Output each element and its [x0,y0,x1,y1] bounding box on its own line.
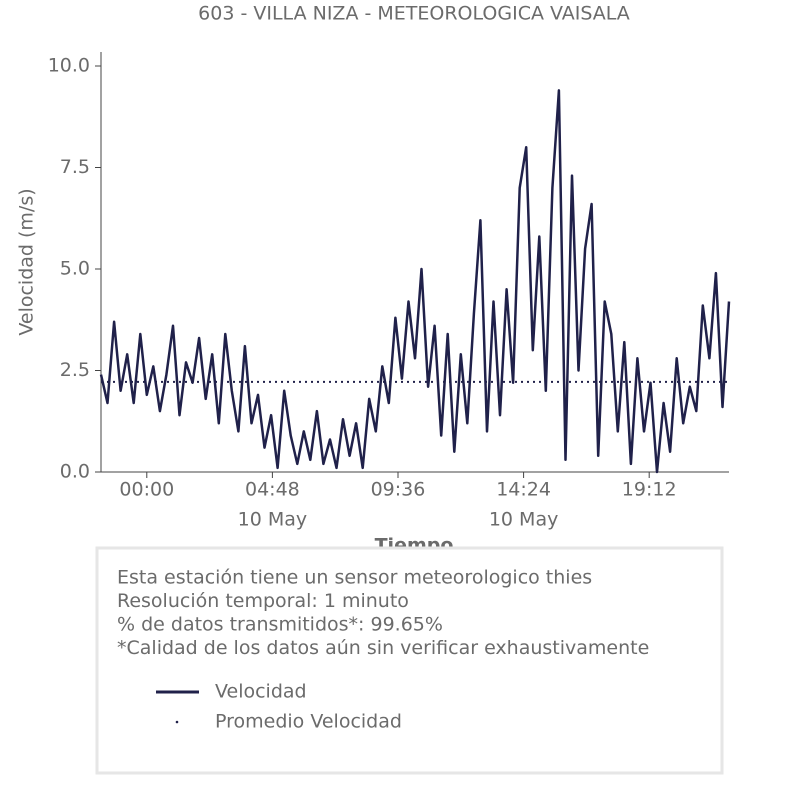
data-line [99,89,731,474]
legend-label: Promedio Velocidad [215,711,402,733]
info-box [95,546,724,775]
y-tick-label: 0.0 [60,461,90,483]
x-tick-label: 19:12 [622,479,677,501]
y-tick-label: 5.0 [60,258,90,280]
y-tick-label: 2.5 [60,359,90,381]
x-tick-label: 04:48 [245,479,300,501]
legend-label: Velocidad [215,681,307,703]
x-tick-label: 00:00 [119,479,174,501]
info-note: Resolución temporal: 1 minuto [117,590,409,612]
y-tick-label: 10.0 [48,55,90,77]
y-tick-label: 7.5 [60,156,90,178]
y-axis-label: Velocidad (m/s) [16,188,38,335]
info-note: Esta estación tiene un sensor meteorolog… [117,567,592,589]
chart-title: 603 - VILLA NIZA - METEOROLOGICA VAISALA [198,3,630,25]
x-tick-sublabel: 10 May [238,509,308,531]
info-note: *Calidad de los datos aún sin verificar … [117,637,649,659]
legend-dot-sample [175,720,179,724]
x-tick-sublabel: 10 May [489,509,559,531]
x-tick-label: 14:24 [496,479,551,501]
info-note: % de datos transmitidos*: 99.65% [117,614,443,636]
x-tick-label: 09:36 [371,479,426,501]
